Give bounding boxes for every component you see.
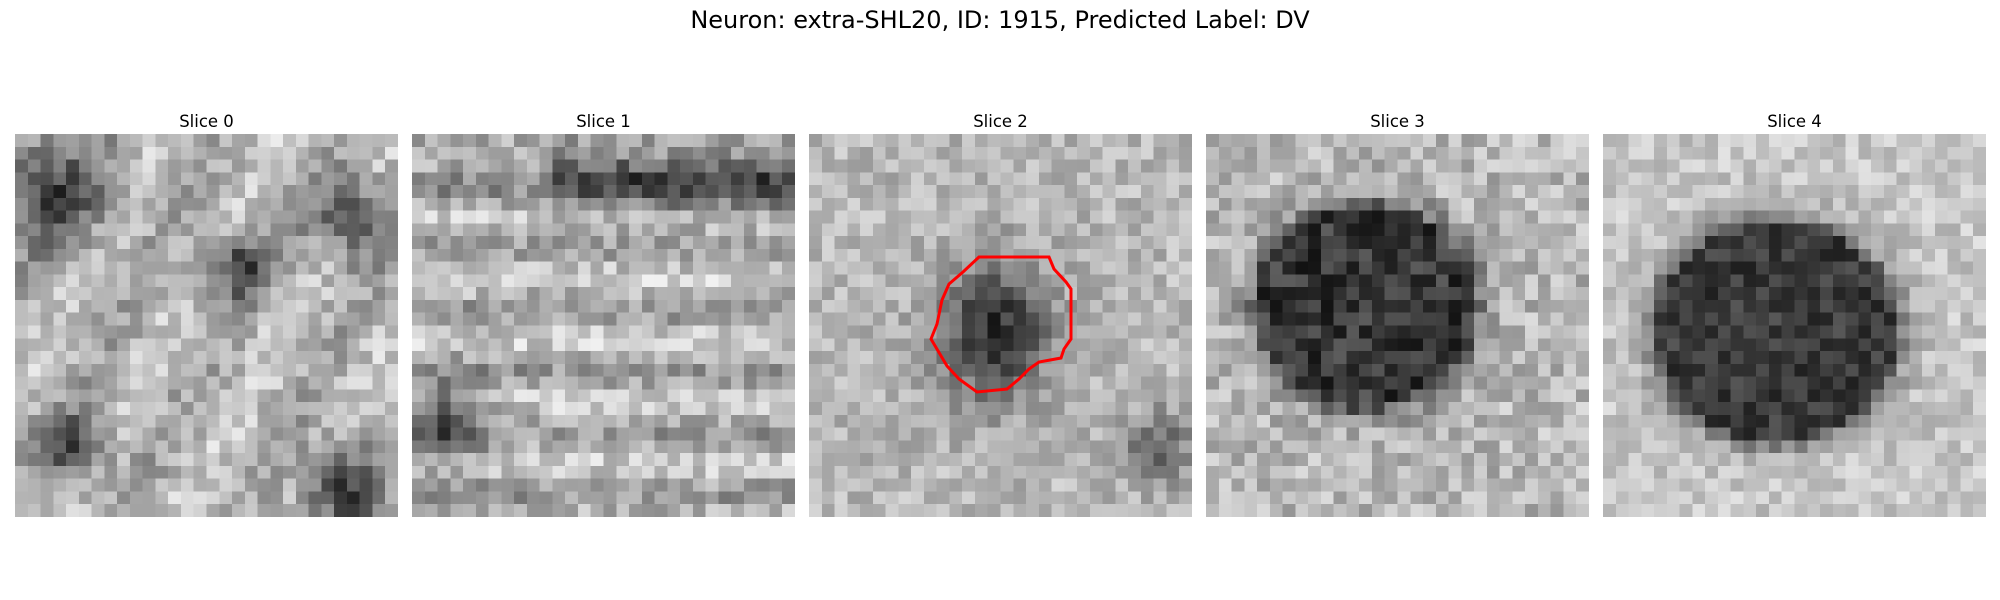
slice-panel-2: Slice 2 (809, 110, 1192, 517)
slice-panel-1: Slice 1 (412, 110, 795, 517)
slice-image-4 (1603, 134, 1986, 517)
slice-title-4: Slice 4 (1767, 112, 1822, 131)
slice-panel-3: Slice 3 (1206, 110, 1589, 517)
slice-image-1 (412, 134, 795, 517)
slice-title-2: Slice 2 (973, 112, 1028, 131)
slice-image-2 (809, 134, 1192, 517)
slice-title-3: Slice 3 (1370, 112, 1425, 131)
slice-panel-4: Slice 4 (1603, 110, 1986, 517)
slice-image-3 (1206, 134, 1589, 517)
slice-panel-0: Slice 0 (15, 110, 398, 517)
figure-title: Neuron: extra-SHL20, ID: 1915, Predicted… (690, 6, 1310, 34)
slice-image-0 (15, 134, 398, 517)
slice-title-1: Slice 1 (576, 112, 631, 131)
slice-title-0: Slice 0 (179, 112, 234, 131)
